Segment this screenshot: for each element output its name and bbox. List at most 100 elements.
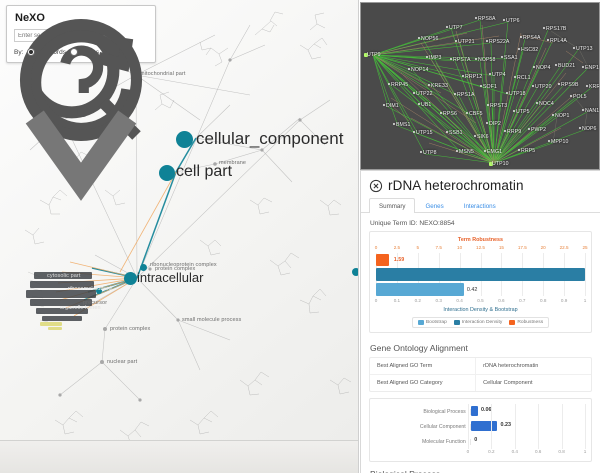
go-category-bar[interactable]	[470, 421, 498, 431]
gene-label[interactable]: UB1	[421, 102, 432, 108]
gene-label[interactable]: UTP20	[535, 84, 552, 90]
gene-node[interactable]	[420, 151, 423, 154]
ontology-label-mitochondrial-part[interactable]: mitochondrial part	[140, 71, 186, 77]
gene-label[interactable]: RRP45	[391, 82, 409, 88]
gene-node[interactable]	[455, 40, 458, 43]
gene-label[interactable]: UTP21	[458, 39, 475, 45]
gene-node[interactable]	[418, 37, 421, 40]
gene-label[interactable]: SSA1	[504, 55, 518, 61]
gene-label[interactable]: UTP18	[509, 91, 526, 97]
gene-label[interactable]: CBF5	[469, 111, 483, 117]
gene-label[interactable]: RCL1	[517, 75, 531, 81]
gene-node[interactable]	[536, 102, 539, 105]
search-panel[interactable]: NeXO	[6, 5, 156, 201]
gene-label[interactable]: NOP14	[411, 67, 429, 73]
gene-node[interactable]	[413, 92, 416, 95]
gene-label[interactable]: RPS8A	[478, 16, 496, 22]
gene-node[interactable]	[426, 56, 429, 59]
gene-node[interactable]	[413, 131, 416, 134]
gene-label[interactable]: RPS7A	[453, 57, 471, 63]
gene-label[interactable]: KRR1	[589, 84, 600, 90]
gene-label[interactable]: MSN5	[459, 149, 474, 155]
gene-node[interactable]	[393, 123, 396, 126]
gene-label[interactable]: UTP15	[416, 130, 433, 136]
gene-label[interactable]: RPS1A	[457, 92, 475, 98]
gene-node[interactable]	[506, 92, 509, 95]
gene-node[interactable]	[408, 68, 411, 71]
chevron-down-icon[interactable]	[25, 30, 148, 201]
gene-node[interactable]	[518, 48, 521, 51]
gene-node[interactable]	[552, 114, 555, 117]
gene-node[interactable]	[475, 17, 478, 20]
gene-label[interactable]: UTP7	[449, 25, 463, 31]
gene-node[interactable]	[462, 75, 465, 78]
ontology-label-cytosolic-part[interactable]: cytosolic part	[47, 273, 81, 279]
gene-label[interactable]: UTP9	[367, 52, 381, 58]
gene-node[interactable]	[570, 95, 573, 98]
gene-node[interactable]	[520, 36, 523, 39]
gene-label[interactable]: NOP58	[478, 57, 496, 63]
bar-robustness[interactable]	[376, 254, 390, 266]
tab-summary[interactable]: Summary	[369, 198, 416, 213]
gene-node[interactable]	[450, 58, 453, 61]
gene-label[interactable]: SSB1	[449, 130, 463, 136]
gene-node[interactable]	[475, 58, 478, 61]
gene-node[interactable]	[518, 149, 521, 152]
gene-label[interactable]: UTP22	[416, 91, 433, 97]
gene-label[interactable]: UTP8	[423, 150, 437, 156]
gene-label[interactable]: ENP1	[585, 65, 599, 71]
info-tabs[interactable]: Summary Genes Interactions	[361, 197, 600, 213]
gene-label[interactable]: RPL4A	[550, 38, 567, 44]
gene-label[interactable]: BMS1	[396, 122, 411, 128]
gene-label[interactable]: RPS4A	[523, 35, 541, 41]
gene-label[interactable]: RPS22A	[489, 39, 510, 45]
gene-node[interactable]	[582, 109, 585, 112]
bar-interaction-density[interactable]	[376, 268, 585, 281]
gene-label[interactable]: NOP4	[536, 65, 551, 71]
gene-node[interactable]	[503, 19, 506, 22]
gene-node[interactable]	[364, 53, 368, 57]
ontology-label-protein-complex[interactable]: protein complex	[110, 326, 151, 332]
ontology-label-small-molecule-process[interactable]: small molecule process	[182, 317, 242, 323]
ontology-hub-small-a[interactable]	[140, 264, 147, 271]
gene-label[interactable]: UTP5	[516, 109, 530, 115]
layers-icon[interactable]	[133, 448, 153, 467]
gene-label[interactable]: MPP10	[551, 139, 569, 145]
gene-node[interactable]	[543, 27, 546, 30]
gene-label[interactable]: KRE33	[431, 83, 448, 89]
gene-label[interactable]: RPS17B	[546, 26, 567, 32]
ontology-hub-cellular-component[interactable]	[176, 131, 193, 148]
gene-label[interactable]: BUD21	[558, 63, 576, 69]
gene-node[interactable]	[440, 112, 443, 115]
gene-node[interactable]	[418, 103, 421, 106]
gene-label[interactable]: PWP2	[531, 127, 547, 133]
gene-node[interactable]	[446, 26, 449, 29]
gene-node[interactable]	[573, 47, 576, 50]
gene-label[interactable]: UTP10	[492, 161, 509, 167]
gene-node[interactable]	[428, 84, 431, 87]
ontology-label-protein-complex-2[interactable]: protein complex	[155, 266, 196, 272]
gene-node[interactable]	[454, 93, 457, 96]
gene-node[interactable]	[466, 112, 469, 115]
tab-genes[interactable]: Genes	[425, 203, 444, 210]
gene-node[interactable]	[484, 150, 487, 153]
ontology-hub-cell-part[interactable]	[159, 165, 175, 181]
gene-label[interactable]: UTP13	[576, 46, 593, 52]
gene-node[interactable]	[555, 64, 558, 67]
gene-node[interactable]	[586, 85, 589, 88]
ontology-label-ribonucleoprotein-complex[interactable]: ribonucleoprotein complex	[150, 262, 217, 268]
gene-node[interactable]	[513, 110, 516, 113]
close-circle-icon[interactable]	[369, 179, 383, 193]
gene-label[interactable]: DIP2	[489, 121, 501, 127]
ontology-label-organelle-lumen[interactable]: organelle lumen	[60, 305, 101, 311]
ontology-label-cellular-component[interactable]: cellular_component	[196, 129, 344, 148]
gene-node[interactable]	[547, 39, 550, 42]
gene-node[interactable]	[383, 104, 386, 107]
radio-keywords-dot[interactable]	[27, 48, 36, 56]
gene-node[interactable]	[486, 40, 489, 43]
gene-node[interactable]	[582, 66, 585, 69]
gene-label[interactable]: RRP9	[507, 129, 522, 135]
gene-node[interactable]	[579, 127, 582, 130]
gene-node[interactable]	[548, 140, 551, 143]
gene-label[interactable]: EMG1	[487, 149, 503, 155]
